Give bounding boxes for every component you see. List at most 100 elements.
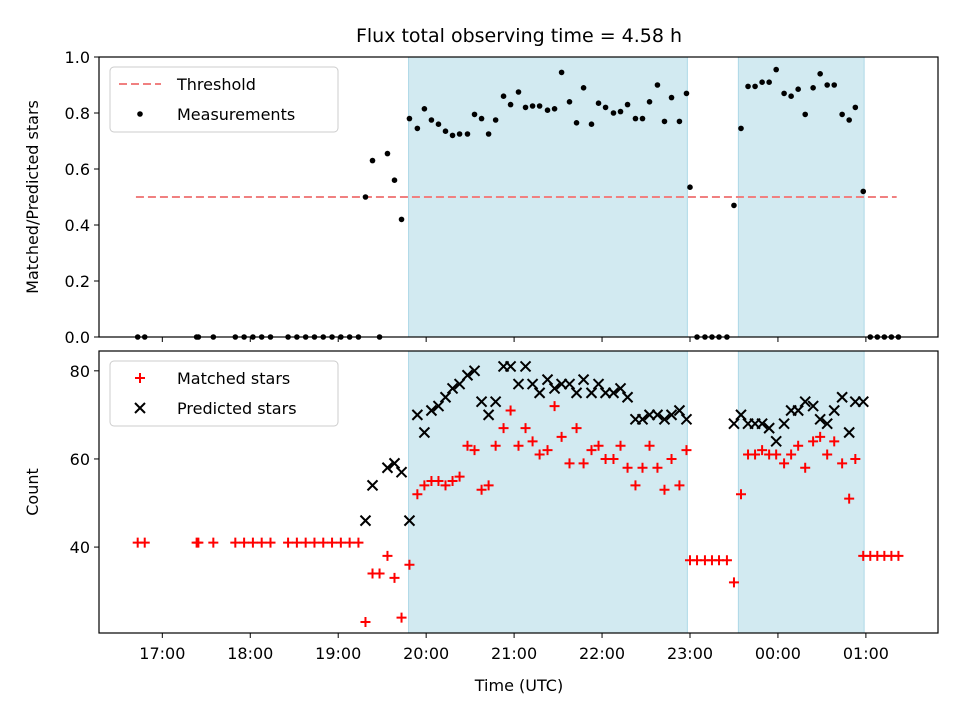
matched-point bbox=[335, 537, 346, 548]
matched-point bbox=[534, 449, 545, 460]
predicted-point bbox=[439, 391, 452, 403]
matched-point bbox=[615, 440, 626, 451]
predicted-point bbox=[577, 373, 590, 386]
y-tick-label: 1.0 bbox=[65, 48, 90, 67]
matched-point bbox=[353, 537, 364, 548]
matched-point bbox=[389, 572, 400, 583]
measurement-point bbox=[766, 79, 772, 85]
predicted-point bbox=[735, 409, 747, 421]
matched-point bbox=[837, 458, 848, 469]
matched-point bbox=[893, 550, 904, 561]
measurement-point bbox=[646, 99, 653, 105]
measurement-point bbox=[738, 125, 744, 132]
measurement-point bbox=[846, 117, 852, 123]
y-tick-label: 0.4 bbox=[65, 216, 90, 235]
predicted-point bbox=[607, 387, 620, 399]
matched-point bbox=[520, 423, 531, 434]
predicted-point bbox=[381, 462, 394, 474]
matched-point bbox=[586, 445, 597, 456]
matched-point bbox=[674, 480, 685, 491]
measurement-point bbox=[839, 111, 845, 118]
measurement-point bbox=[731, 202, 737, 209]
measurement-point bbox=[384, 150, 391, 157]
predicted-point bbox=[843, 426, 855, 439]
measurement-point bbox=[759, 79, 765, 85]
measurement-point bbox=[471, 111, 478, 118]
legend-label: Measurements bbox=[177, 105, 295, 124]
y-tick-label: 60 bbox=[70, 450, 90, 469]
x-tick-label: 23:00 bbox=[667, 644, 713, 663]
predicted-point bbox=[792, 404, 804, 417]
series-measurements bbox=[134, 66, 902, 340]
matched-point bbox=[327, 537, 338, 548]
predicted-point bbox=[756, 417, 768, 430]
matched-point bbox=[256, 537, 267, 548]
measurement-point bbox=[515, 89, 522, 95]
predicted-point bbox=[468, 365, 481, 377]
matched-point bbox=[571, 423, 582, 434]
y-axis-label: Matched/Predicted stars bbox=[23, 100, 42, 294]
predicted-point bbox=[592, 378, 605, 390]
matched-point bbox=[757, 445, 768, 456]
measurement-point bbox=[485, 131, 492, 137]
x-tick-label: 22:00 bbox=[579, 644, 625, 663]
legend: Matched stars Predicted stars bbox=[109, 360, 339, 427]
predicted-point bbox=[366, 479, 379, 492]
x-tick-label: 00:00 bbox=[755, 644, 801, 663]
matched-point bbox=[844, 493, 855, 504]
count-panel: 40 60 80 17:00 18:00 19:00 20:00 21:00 22:00 23:0… bbox=[23, 350, 939, 663]
measurement-point bbox=[683, 90, 690, 97]
predicted-point bbox=[548, 382, 561, 395]
matched-point bbox=[850, 453, 861, 464]
predicted-point bbox=[403, 514, 416, 527]
y-tick-label: 0.8 bbox=[65, 104, 90, 123]
matched-point bbox=[360, 616, 371, 627]
matched-point bbox=[247, 537, 258, 548]
matched-point bbox=[433, 475, 444, 486]
predicted-point bbox=[763, 422, 775, 434]
predicted-point bbox=[828, 404, 840, 417]
matched-point bbox=[318, 537, 329, 548]
matched-point bbox=[208, 537, 219, 548]
matched-point bbox=[822, 449, 833, 460]
measurement-point bbox=[507, 101, 514, 108]
measurement-point bbox=[536, 103, 543, 109]
matched-point bbox=[622, 462, 633, 473]
predicted-point bbox=[563, 378, 576, 390]
matched-point bbox=[750, 449, 761, 460]
x-tick-label: 01:00 bbox=[843, 644, 889, 663]
x-tick-label: 17:00 bbox=[139, 644, 185, 663]
matched-point bbox=[637, 462, 648, 473]
plot-frame bbox=[98, 350, 939, 634]
series-predicted-stars bbox=[359, 360, 869, 527]
measurement-point bbox=[810, 85, 816, 91]
measurement-point bbox=[668, 94, 675, 101]
measurement-point bbox=[558, 69, 565, 76]
matched-point bbox=[736, 489, 747, 500]
measurement-point bbox=[602, 104, 609, 111]
measurement-point bbox=[745, 83, 751, 90]
matched-point bbox=[440, 480, 451, 491]
legend-matched-swatch bbox=[135, 373, 145, 383]
matched-point bbox=[469, 445, 480, 456]
measurement-point bbox=[414, 125, 421, 132]
matched-point bbox=[419, 480, 430, 491]
legend-box bbox=[109, 360, 339, 427]
matched-point bbox=[139, 537, 150, 548]
measurement-point bbox=[617, 108, 624, 115]
predicted-point bbox=[519, 360, 532, 373]
predicted-point bbox=[418, 426, 431, 439]
plot-frame bbox=[98, 56, 939, 338]
measurement-point bbox=[852, 104, 859, 111]
measurement-point bbox=[773, 66, 779, 73]
matched-point bbox=[728, 577, 739, 588]
measurement-point bbox=[624, 101, 631, 108]
measurement-point bbox=[435, 121, 442, 127]
measurement-point bbox=[398, 216, 405, 223]
measurement-point bbox=[551, 106, 558, 112]
matched-point bbox=[490, 440, 501, 451]
measurement-point bbox=[639, 115, 646, 122]
matched-point bbox=[793, 440, 804, 451]
predicted-point bbox=[636, 413, 649, 426]
